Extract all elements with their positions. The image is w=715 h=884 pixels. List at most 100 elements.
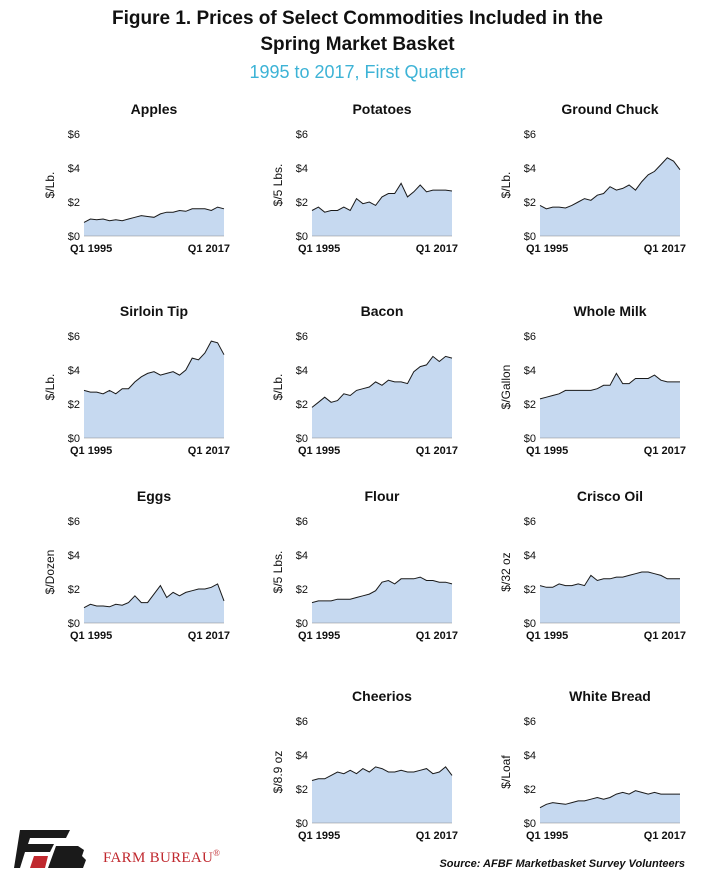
y-tick-label: $2 [296, 399, 308, 411]
chart-panel-cheerios: Cheerios $0 $2 $4 $6 $/8.9 oz Q1 1995 Q1 2017 [242, 683, 458, 873]
y-tick-label: $0 [296, 231, 308, 243]
chart-title: White Bread [569, 688, 651, 704]
chart-title: Sirloin Tip [120, 303, 188, 319]
chart-svg: Flour $0 $2 $4 $6 $/5 Lbs. Q1 1995 Q1 2017 [271, 488, 458, 642]
chart-panel-sirloin-tip: Sirloin Tip $0 $2 $4 $6 $/Lb. Q1 1995 Q1 2017 [14, 298, 230, 488]
x-end-label: Q1 2017 [644, 630, 686, 642]
series-area [312, 356, 452, 438]
y-tick-label: $0 [68, 433, 80, 445]
y-axis-label: $/Lb. [499, 172, 513, 199]
x-end-label: Q1 2017 [188, 243, 230, 255]
series-line [83, 583, 225, 609]
x-start-label: Q1 1995 [298, 243, 340, 255]
x-end-label: Q1 2017 [644, 830, 686, 842]
y-tick-label: $6 [524, 516, 536, 528]
y-tick-label: $0 [68, 618, 80, 630]
x-end-label: Q1 2017 [644, 445, 686, 457]
chart-panel-apples: Apples $0 $2 $4 $6 $/Lb. Q1 1995 Q1 2017 [14, 96, 230, 286]
y-axis-label: $/Lb. [43, 172, 57, 199]
y-tick-label: $4 [296, 750, 308, 762]
x-end-label: Q1 2017 [416, 830, 458, 842]
y-tick-label: $4 [296, 550, 308, 562]
chart-panel-eggs: Eggs $0 $2 $4 $6 $/Dozen Q1 1995 Q1 2017 [14, 483, 230, 673]
y-tick-label: $6 [68, 331, 80, 343]
chart-title: Whole Milk [573, 303, 646, 319]
series-line [311, 576, 453, 604]
figure-title-line1: Figure 1. Prices of Select Commodities I… [112, 8, 603, 29]
series-area [540, 157, 680, 236]
y-tick-label: $0 [68, 231, 80, 243]
source-note: Source: AFBF Marketbasket Survey Volunte… [439, 858, 685, 870]
series-line [539, 790, 680, 809]
chart-panel-whole-milk: Whole Milk $0 $2 $4 $6 $/Gallon Q1 1995 Q1 2017 [470, 298, 686, 488]
series-line [83, 206, 225, 223]
y-tick-label: $2 [524, 784, 536, 796]
y-tick-label: $2 [524, 197, 536, 209]
farm-bureau-logo [14, 830, 86, 868]
series-line [311, 355, 453, 408]
y-axis-label: $/5 Lbs. [271, 551, 285, 594]
brand-mark: ® [213, 848, 221, 858]
chart-svg: Cheerios $0 $2 $4 $6 $/8.9 oz Q1 1995 Q1 2017 [271, 688, 458, 842]
series-area [84, 207, 224, 236]
chart-svg: Ground Chuck $0 $2 $4 $6 $/Lb. Q1 1995 Q1 2017 [499, 101, 686, 255]
y-tick-label: $6 [296, 716, 308, 728]
y-tick-label: $4 [68, 163, 80, 175]
y-axis-label: $/Lb. [271, 374, 285, 401]
chart-svg: Potatoes $0 $2 $4 $6 $/5 Lbs. Q1 1995 Q1 2017 [271, 101, 458, 255]
chart-title: Bacon [361, 303, 404, 319]
y-tick-label: $6 [68, 129, 80, 141]
y-tick-label: $6 [524, 331, 536, 343]
chart-svg: Crisco Oil $0 $2 $4 $6 $/32 oz Q1 1995 Q1 2017 [499, 488, 686, 642]
y-axis-label: $/32 oz [499, 552, 513, 591]
chart-panel-flour: Flour $0 $2 $4 $6 $/5 Lbs. Q1 1995 Q1 2017 [242, 483, 458, 673]
y-tick-label: $0 [524, 618, 536, 630]
y-tick-label: $4 [524, 163, 536, 175]
chart-title: Ground Chuck [561, 101, 658, 117]
y-tick-label: $6 [296, 331, 308, 343]
y-tick-label: $4 [524, 550, 536, 562]
series-line [539, 372, 680, 400]
y-tick-label: $4 [68, 365, 80, 377]
chart-title: Apples [131, 101, 178, 117]
farm-bureau-brand: FARM BUREAU® [103, 848, 220, 867]
chart-svg: White Bread $0 $2 $4 $6 $/Loaf Q1 1995 Q1 2017 [499, 688, 686, 842]
y-tick-label: $2 [296, 784, 308, 796]
y-tick-label: $0 [524, 433, 536, 445]
chart-title: Cheerios [352, 688, 412, 704]
y-tick-label: $4 [524, 365, 536, 377]
y-tick-label: $0 [524, 231, 536, 243]
y-axis-label: $/8.9 oz [271, 751, 285, 794]
y-tick-label: $6 [296, 129, 308, 141]
y-tick-label: $2 [296, 197, 308, 209]
x-end-label: Q1 2017 [188, 445, 230, 457]
y-axis-label: $/Gallon [499, 365, 513, 410]
series-line [539, 571, 680, 588]
chart-svg: Apples $0 $2 $4 $6 $/Lb. Q1 1995 Q1 2017 [43, 101, 230, 255]
series-line [311, 766, 453, 781]
x-start-label: Q1 1995 [70, 243, 112, 255]
y-tick-label: $6 [524, 716, 536, 728]
y-tick-label: $2 [524, 584, 536, 596]
chart-panel-potatoes: Potatoes $0 $2 $4 $6 $/5 Lbs. Q1 1995 Q1 2017 [242, 96, 458, 286]
y-tick-label: $2 [524, 399, 536, 411]
x-start-label: Q1 1995 [526, 830, 568, 842]
series-line [311, 182, 453, 213]
chart-title: Potatoes [352, 101, 411, 117]
y-axis-label: $/Lb. [43, 374, 57, 401]
chart-panel-ground-chuck: Ground Chuck $0 $2 $4 $6 $/Lb. Q1 1995 Q1 2017 [470, 96, 686, 286]
y-axis-label: $/Loaf [499, 755, 513, 789]
series-area [540, 572, 680, 623]
series-area [540, 373, 680, 438]
y-tick-label: $0 [296, 618, 308, 630]
y-axis-label: $/5 Lbs. [271, 164, 285, 207]
x-end-label: Q1 2017 [188, 630, 230, 642]
series-area [84, 341, 224, 438]
y-tick-label: $2 [68, 197, 80, 209]
chart-svg: Sirloin Tip $0 $2 $4 $6 $/Lb. Q1 1995 Q1 2017 [43, 303, 230, 457]
chart-svg: Whole Milk $0 $2 $4 $6 $/Gallon Q1 1995 Q1 2017 [499, 303, 686, 457]
y-tick-label: $6 [524, 129, 536, 141]
y-tick-label: $4 [524, 750, 536, 762]
chart-title: Flour [365, 488, 401, 504]
x-start-label: Q1 1995 [526, 445, 568, 457]
